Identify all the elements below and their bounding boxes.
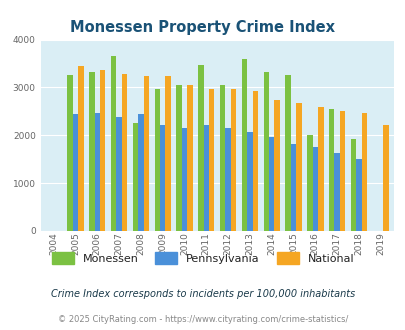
Bar bbox=[274, 100, 279, 231]
Bar bbox=[132, 123, 138, 231]
Bar bbox=[138, 114, 143, 231]
Bar bbox=[111, 56, 116, 231]
Bar bbox=[350, 139, 355, 231]
Bar bbox=[122, 74, 127, 231]
Bar bbox=[225, 128, 230, 231]
Bar bbox=[165, 77, 171, 231]
Bar bbox=[160, 125, 165, 231]
Bar bbox=[317, 107, 323, 231]
Bar bbox=[263, 72, 269, 231]
Bar bbox=[176, 84, 181, 231]
Bar bbox=[72, 114, 78, 231]
Bar bbox=[290, 144, 296, 231]
Bar bbox=[339, 112, 345, 231]
Bar bbox=[78, 66, 83, 231]
Bar bbox=[382, 125, 388, 231]
Bar bbox=[334, 152, 339, 231]
Bar bbox=[241, 59, 247, 231]
Bar bbox=[198, 65, 203, 231]
Bar bbox=[312, 147, 317, 231]
Bar bbox=[269, 137, 274, 231]
Bar bbox=[154, 89, 160, 231]
Bar bbox=[230, 89, 236, 231]
Bar bbox=[67, 76, 72, 231]
Bar bbox=[94, 113, 100, 231]
Bar bbox=[296, 103, 301, 231]
Bar bbox=[100, 70, 105, 231]
Bar bbox=[361, 113, 366, 231]
Text: Monessen Property Crime Index: Monessen Property Crime Index bbox=[70, 20, 335, 35]
Bar bbox=[307, 135, 312, 231]
Bar bbox=[285, 75, 290, 231]
Bar bbox=[220, 85, 225, 231]
Text: © 2025 CityRating.com - https://www.cityrating.com/crime-statistics/: © 2025 CityRating.com - https://www.city… bbox=[58, 315, 347, 324]
Legend: Monessen, Pennsylvania, National: Monessen, Pennsylvania, National bbox=[47, 248, 358, 268]
Bar bbox=[209, 89, 214, 231]
Bar bbox=[187, 84, 192, 231]
Text: Crime Index corresponds to incidents per 100,000 inhabitants: Crime Index corresponds to incidents per… bbox=[51, 289, 354, 299]
Bar bbox=[328, 109, 334, 231]
Bar bbox=[89, 72, 94, 231]
Bar bbox=[355, 159, 361, 231]
Bar bbox=[181, 128, 187, 231]
Bar bbox=[143, 76, 149, 231]
Bar bbox=[116, 117, 121, 231]
Bar bbox=[252, 91, 258, 231]
Bar bbox=[203, 125, 209, 231]
Bar bbox=[247, 132, 252, 231]
